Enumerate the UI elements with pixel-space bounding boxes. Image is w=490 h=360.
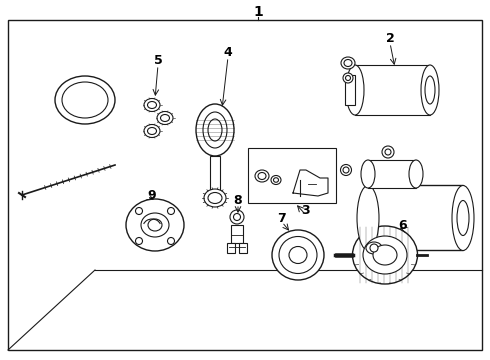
Ellipse shape — [341, 57, 355, 69]
Circle shape — [136, 238, 143, 244]
Ellipse shape — [147, 127, 156, 135]
Ellipse shape — [341, 165, 351, 176]
Circle shape — [385, 149, 391, 155]
Circle shape — [343, 73, 353, 83]
Ellipse shape — [255, 170, 269, 182]
Ellipse shape — [157, 112, 173, 125]
Ellipse shape — [289, 247, 307, 264]
Ellipse shape — [203, 112, 227, 148]
Text: 7: 7 — [278, 212, 286, 225]
Circle shape — [168, 238, 174, 244]
Ellipse shape — [55, 76, 115, 124]
Ellipse shape — [62, 82, 108, 118]
Ellipse shape — [208, 119, 222, 141]
Ellipse shape — [273, 178, 278, 182]
Ellipse shape — [196, 104, 234, 156]
Ellipse shape — [161, 114, 170, 122]
Bar — [368, 160, 416, 188]
Ellipse shape — [346, 65, 364, 115]
Text: 8: 8 — [234, 194, 243, 207]
Text: 6: 6 — [399, 219, 407, 231]
Polygon shape — [345, 75, 355, 105]
Text: 3: 3 — [301, 203, 309, 216]
Text: 1: 1 — [253, 5, 263, 19]
Ellipse shape — [147, 102, 156, 108]
Ellipse shape — [258, 172, 266, 180]
Ellipse shape — [425, 76, 435, 104]
Bar — [368, 185, 463, 250]
Text: 9: 9 — [147, 189, 156, 202]
Ellipse shape — [126, 199, 184, 251]
Text: 5: 5 — [154, 54, 162, 67]
Ellipse shape — [366, 242, 382, 254]
Bar — [210, 156, 220, 190]
Bar — [248, 148, 336, 203]
Ellipse shape — [457, 201, 469, 235]
Ellipse shape — [144, 99, 160, 112]
Circle shape — [345, 76, 350, 81]
Ellipse shape — [144, 125, 160, 138]
Circle shape — [136, 207, 143, 215]
Ellipse shape — [343, 167, 349, 173]
Bar — [355, 65, 430, 115]
Bar — [239, 243, 247, 253]
Circle shape — [230, 210, 244, 224]
Circle shape — [382, 146, 394, 158]
Ellipse shape — [409, 160, 423, 188]
Ellipse shape — [208, 193, 222, 203]
Ellipse shape — [421, 65, 439, 115]
Ellipse shape — [352, 226, 417, 284]
Ellipse shape — [452, 185, 474, 251]
Ellipse shape — [344, 59, 352, 67]
Ellipse shape — [141, 213, 169, 237]
Ellipse shape — [279, 237, 317, 274]
Text: 2: 2 — [386, 32, 394, 45]
Ellipse shape — [271, 176, 281, 185]
Ellipse shape — [361, 160, 375, 188]
Circle shape — [234, 213, 241, 220]
Circle shape — [370, 244, 378, 252]
Ellipse shape — [357, 185, 379, 251]
Text: 4: 4 — [223, 45, 232, 59]
Ellipse shape — [204, 189, 226, 207]
Ellipse shape — [148, 219, 162, 231]
Circle shape — [168, 207, 174, 215]
Ellipse shape — [363, 236, 407, 274]
Bar — [231, 225, 243, 243]
Ellipse shape — [373, 245, 397, 265]
Ellipse shape — [272, 230, 324, 280]
Bar — [227, 243, 235, 253]
